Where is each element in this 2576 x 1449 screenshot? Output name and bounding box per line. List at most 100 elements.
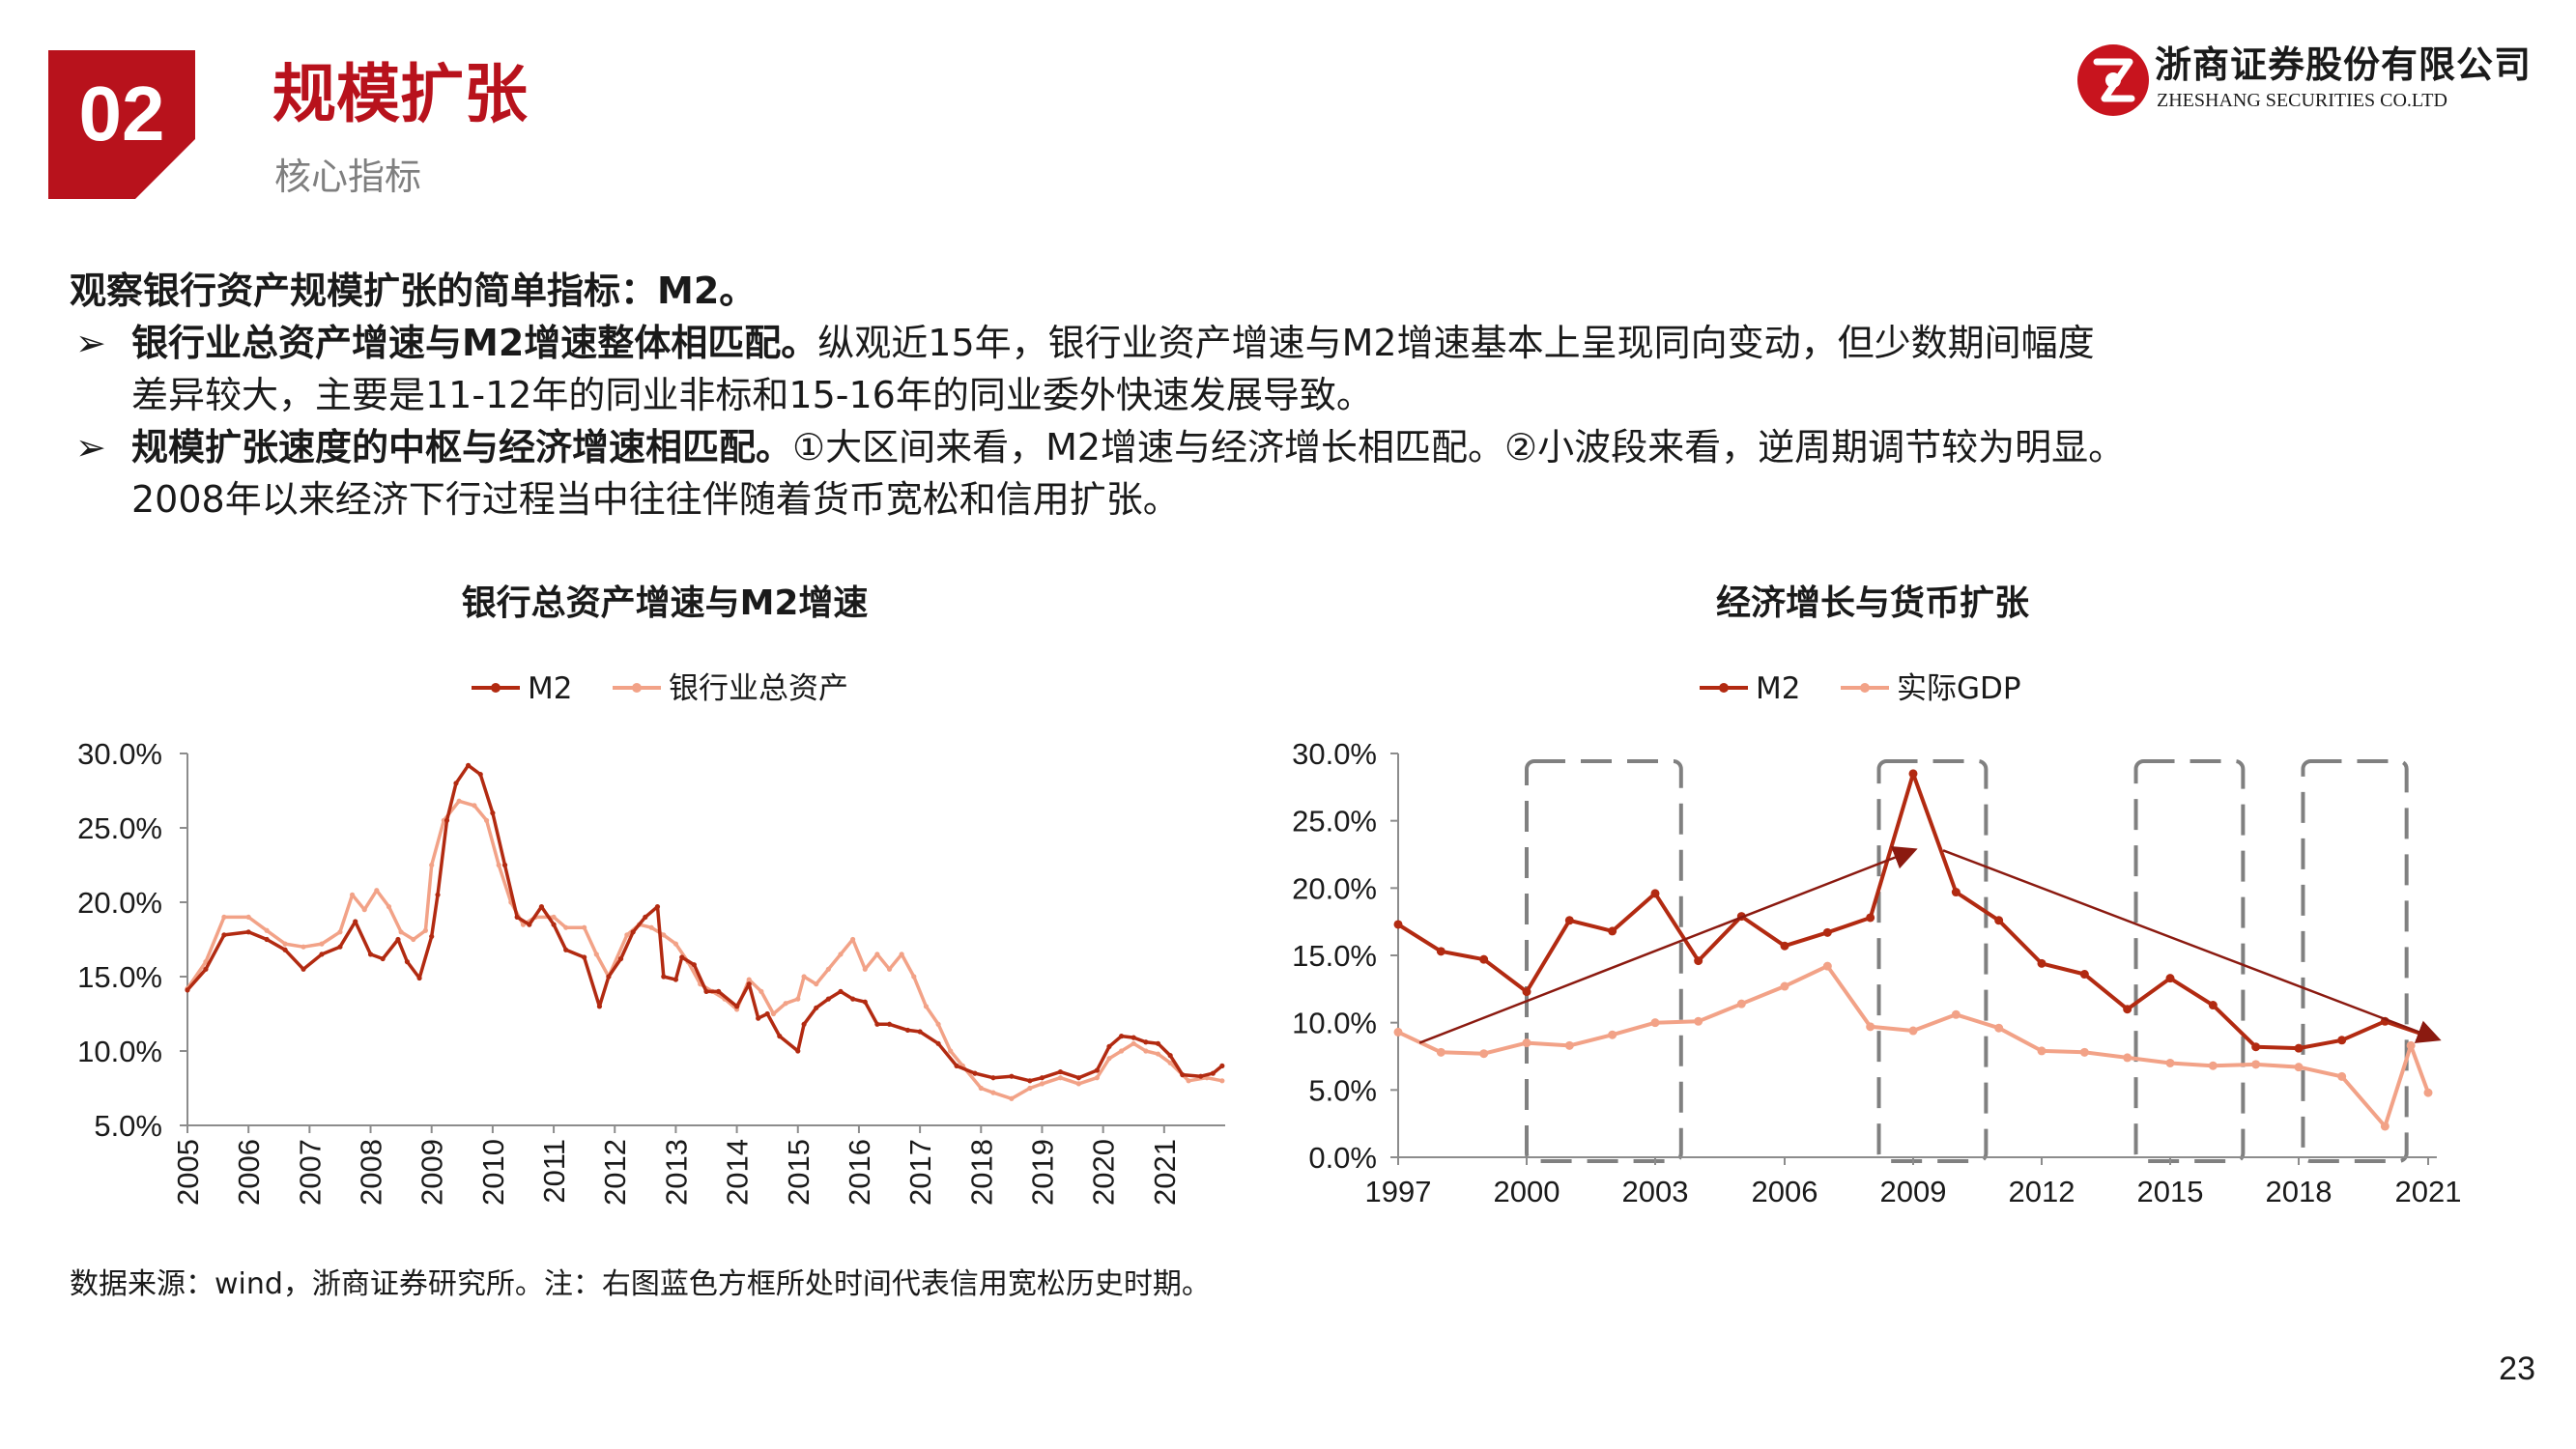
series-point	[1094, 1075, 1100, 1081]
x-tick-label: 2018	[964, 1139, 998, 1206]
series-point	[783, 1001, 788, 1007]
x-tick-label: 2006	[1752, 1175, 1818, 1208]
series-point	[1436, 947, 1445, 956]
page-title: 规模扩张	[272, 57, 528, 131]
y-tick-label: 5.0%	[1308, 1073, 1377, 1107]
series-point	[1186, 1078, 1191, 1084]
chart-title: 银行总资产增速与M2增速	[462, 583, 869, 623]
series-point	[764, 1010, 770, 1017]
x-tick-label: 2021	[2395, 1175, 2462, 1208]
series-point	[990, 1075, 996, 1081]
series-point	[221, 932, 227, 938]
series-point	[1155, 1040, 1161, 1046]
series-point	[1155, 1051, 1161, 1057]
series-line	[1396, 771, 2429, 1051]
page-subtitle: 核心指标	[274, 156, 422, 198]
series-point	[911, 974, 917, 980]
chart-series	[185, 762, 1225, 1101]
series-point	[2208, 1001, 2218, 1010]
x-tick-label: 2007	[293, 1139, 327, 1206]
series-point	[1822, 927, 1832, 937]
bullet-text: ①大区间来看，M2增速与经济增长相匹配。②小波段来看，逆周期调节较为明显。	[792, 426, 2126, 469]
x-tick-label: 2020	[1087, 1139, 1121, 1206]
series-point	[814, 981, 819, 987]
series-point	[466, 762, 472, 768]
bullet-heading: 规模扩张速度的中枢与经济增速相匹配。	[131, 426, 793, 469]
series-point	[1106, 1056, 1112, 1062]
series-point	[2123, 1005, 2132, 1014]
series-point	[1650, 889, 1660, 898]
series-point	[1564, 916, 1574, 925]
series-point	[1143, 1039, 1149, 1045]
series-point	[1075, 1081, 1081, 1087]
series-point	[203, 959, 209, 965]
x-tick-label: 2013	[659, 1139, 693, 1206]
series-point	[838, 988, 844, 994]
series-point	[862, 966, 868, 972]
easing-period-boxes	[1525, 759, 2409, 1163]
series-point	[1027, 1085, 1033, 1092]
series-point	[814, 1005, 819, 1010]
series-point	[899, 952, 904, 957]
series-point	[1167, 1060, 1173, 1065]
series-point	[978, 1085, 984, 1092]
series-point	[2037, 1046, 2046, 1056]
y-tick-label: 15.0%	[77, 960, 162, 994]
x-tick-label: 2014	[721, 1139, 755, 1206]
trend-arrow	[1418, 845, 1918, 1044]
series-point	[862, 999, 868, 1005]
series-point	[886, 966, 893, 972]
series-point	[422, 927, 428, 933]
legend-label-real-gdp: 实际GDP	[1897, 671, 2021, 706]
series-point	[1106, 1043, 1112, 1049]
company-logo-icon	[2077, 44, 2149, 116]
series-point	[349, 892, 356, 897]
series-point	[1479, 954, 1489, 964]
legend-marker-bank-assets	[632, 683, 642, 693]
series-point	[1039, 1081, 1045, 1087]
y-tick-label: 0.0%	[1308, 1141, 1377, 1175]
series-point	[758, 988, 764, 994]
series-point	[416, 975, 422, 981]
legend-marker-m2	[491, 683, 501, 693]
series-point	[1608, 1030, 1617, 1039]
summary-text: 观察银行资产规模扩张的简单指标：M2。 ➢ 银行业总资产增速与M2增速整体相匹配。…	[70, 265, 2543, 526]
legend-marker-m2	[1719, 683, 1729, 693]
bullet-text: 纵观近15年，银行业资产增速与M2增速基本上呈现同向变动，但少数期间幅度	[817, 322, 2095, 364]
series-point	[563, 924, 569, 930]
series-point	[404, 959, 411, 965]
series-point	[954, 1063, 959, 1068]
series-point	[337, 944, 343, 950]
series-point	[2208, 1061, 2218, 1070]
series-point	[850, 936, 856, 943]
chart-legend: M2 银行业总资产	[472, 671, 848, 706]
series-point	[2079, 1047, 2089, 1057]
x-tick-label: 2008	[355, 1139, 388, 1206]
badge-corner-cut	[135, 139, 195, 199]
series-point	[777, 1034, 783, 1039]
series-point	[2037, 958, 2046, 968]
series-point	[1119, 1048, 1125, 1054]
x-tick-label: 2000	[1494, 1175, 1560, 1208]
series-point	[496, 862, 501, 868]
series-point	[477, 771, 483, 778]
series-point	[1908, 1026, 1918, 1036]
series-point	[795, 1048, 801, 1054]
series-point	[301, 966, 306, 972]
x-tick-label: 2006	[232, 1139, 266, 1206]
chart-gdp-vs-m2: 经济增长与货币扩张 M2 实际GDP 0.0% 5.0% 10.0% 15.0% 20.…	[1292, 583, 2462, 1208]
series-point	[2123, 1053, 2132, 1063]
series-point	[923, 1004, 930, 1009]
series-point	[1650, 1018, 1660, 1028]
y-tick-label: 30.0%	[1292, 737, 1377, 771]
series-point	[648, 924, 654, 930]
chart-title: 经济增长与货币扩张	[1716, 583, 2029, 623]
series-point	[801, 974, 807, 980]
series-point	[1822, 961, 1832, 971]
series-point	[2251, 1060, 2261, 1069]
series-line	[186, 799, 1223, 1101]
series-point	[1027, 1078, 1033, 1084]
series-point	[1694, 956, 1703, 966]
y-tick-label: 5.0%	[94, 1109, 162, 1143]
series-point	[221, 914, 227, 920]
